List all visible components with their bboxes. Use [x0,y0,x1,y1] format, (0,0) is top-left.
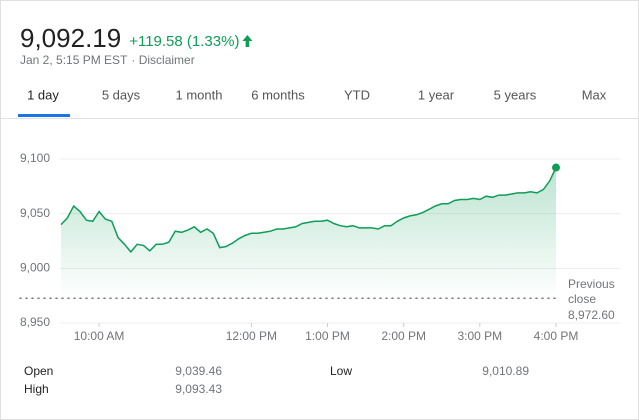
x-tick-label: 2:00 PM [381,329,426,343]
x-tick-label: 4:00 PM [534,329,579,343]
x-tick-label: 12:00 PM [226,329,277,343]
date: Jan 2, 5:15 PM EST [20,53,128,67]
stat-value: 9,039.46 [175,364,222,378]
stat-label: Low [330,364,352,378]
tab[interactable]: 1 year [418,87,455,102]
tab[interactable]: 1 day [27,87,59,102]
tab[interactable]: YTD [344,87,370,102]
previous-close-value: 8,972.60 [568,308,615,322]
disclaimer[interactable]: · Disclaimer [131,53,194,67]
y-tick-label: 8,950 [20,315,50,329]
stat-value: 9,093.43 [175,382,222,396]
tab[interactable]: 1 month [176,87,223,102]
change: +119.58 (1.33%) [129,33,239,50]
tab-underline [18,114,70,117]
up-arrow [242,35,253,47]
x-tick-label: 1:00 PM [305,329,350,343]
tab[interactable]: Max [582,87,607,102]
stat-label: High [24,382,49,396]
tab[interactable]: 5 years [494,87,537,102]
x-tick-label: 10:00 AM [74,329,125,343]
y-tick-label: 9,100 [20,151,50,165]
last-point [552,163,560,172]
previous-close-label: close [568,292,596,306]
stat-label: Open [24,364,53,378]
y-tick-label: 9,000 [20,261,50,275]
x-tick-label: 3:00 PM [457,329,502,343]
price: 9,092.19 [20,23,121,53]
previous-close-label: Previous [568,277,615,291]
area [61,167,556,299]
tab[interactable]: 6 months [251,87,305,102]
stat-value: 9,010.89 [482,364,529,378]
tab[interactable]: 5 days [102,87,141,102]
y-tick-label: 9,050 [20,206,50,220]
price-line [60,167,557,254]
